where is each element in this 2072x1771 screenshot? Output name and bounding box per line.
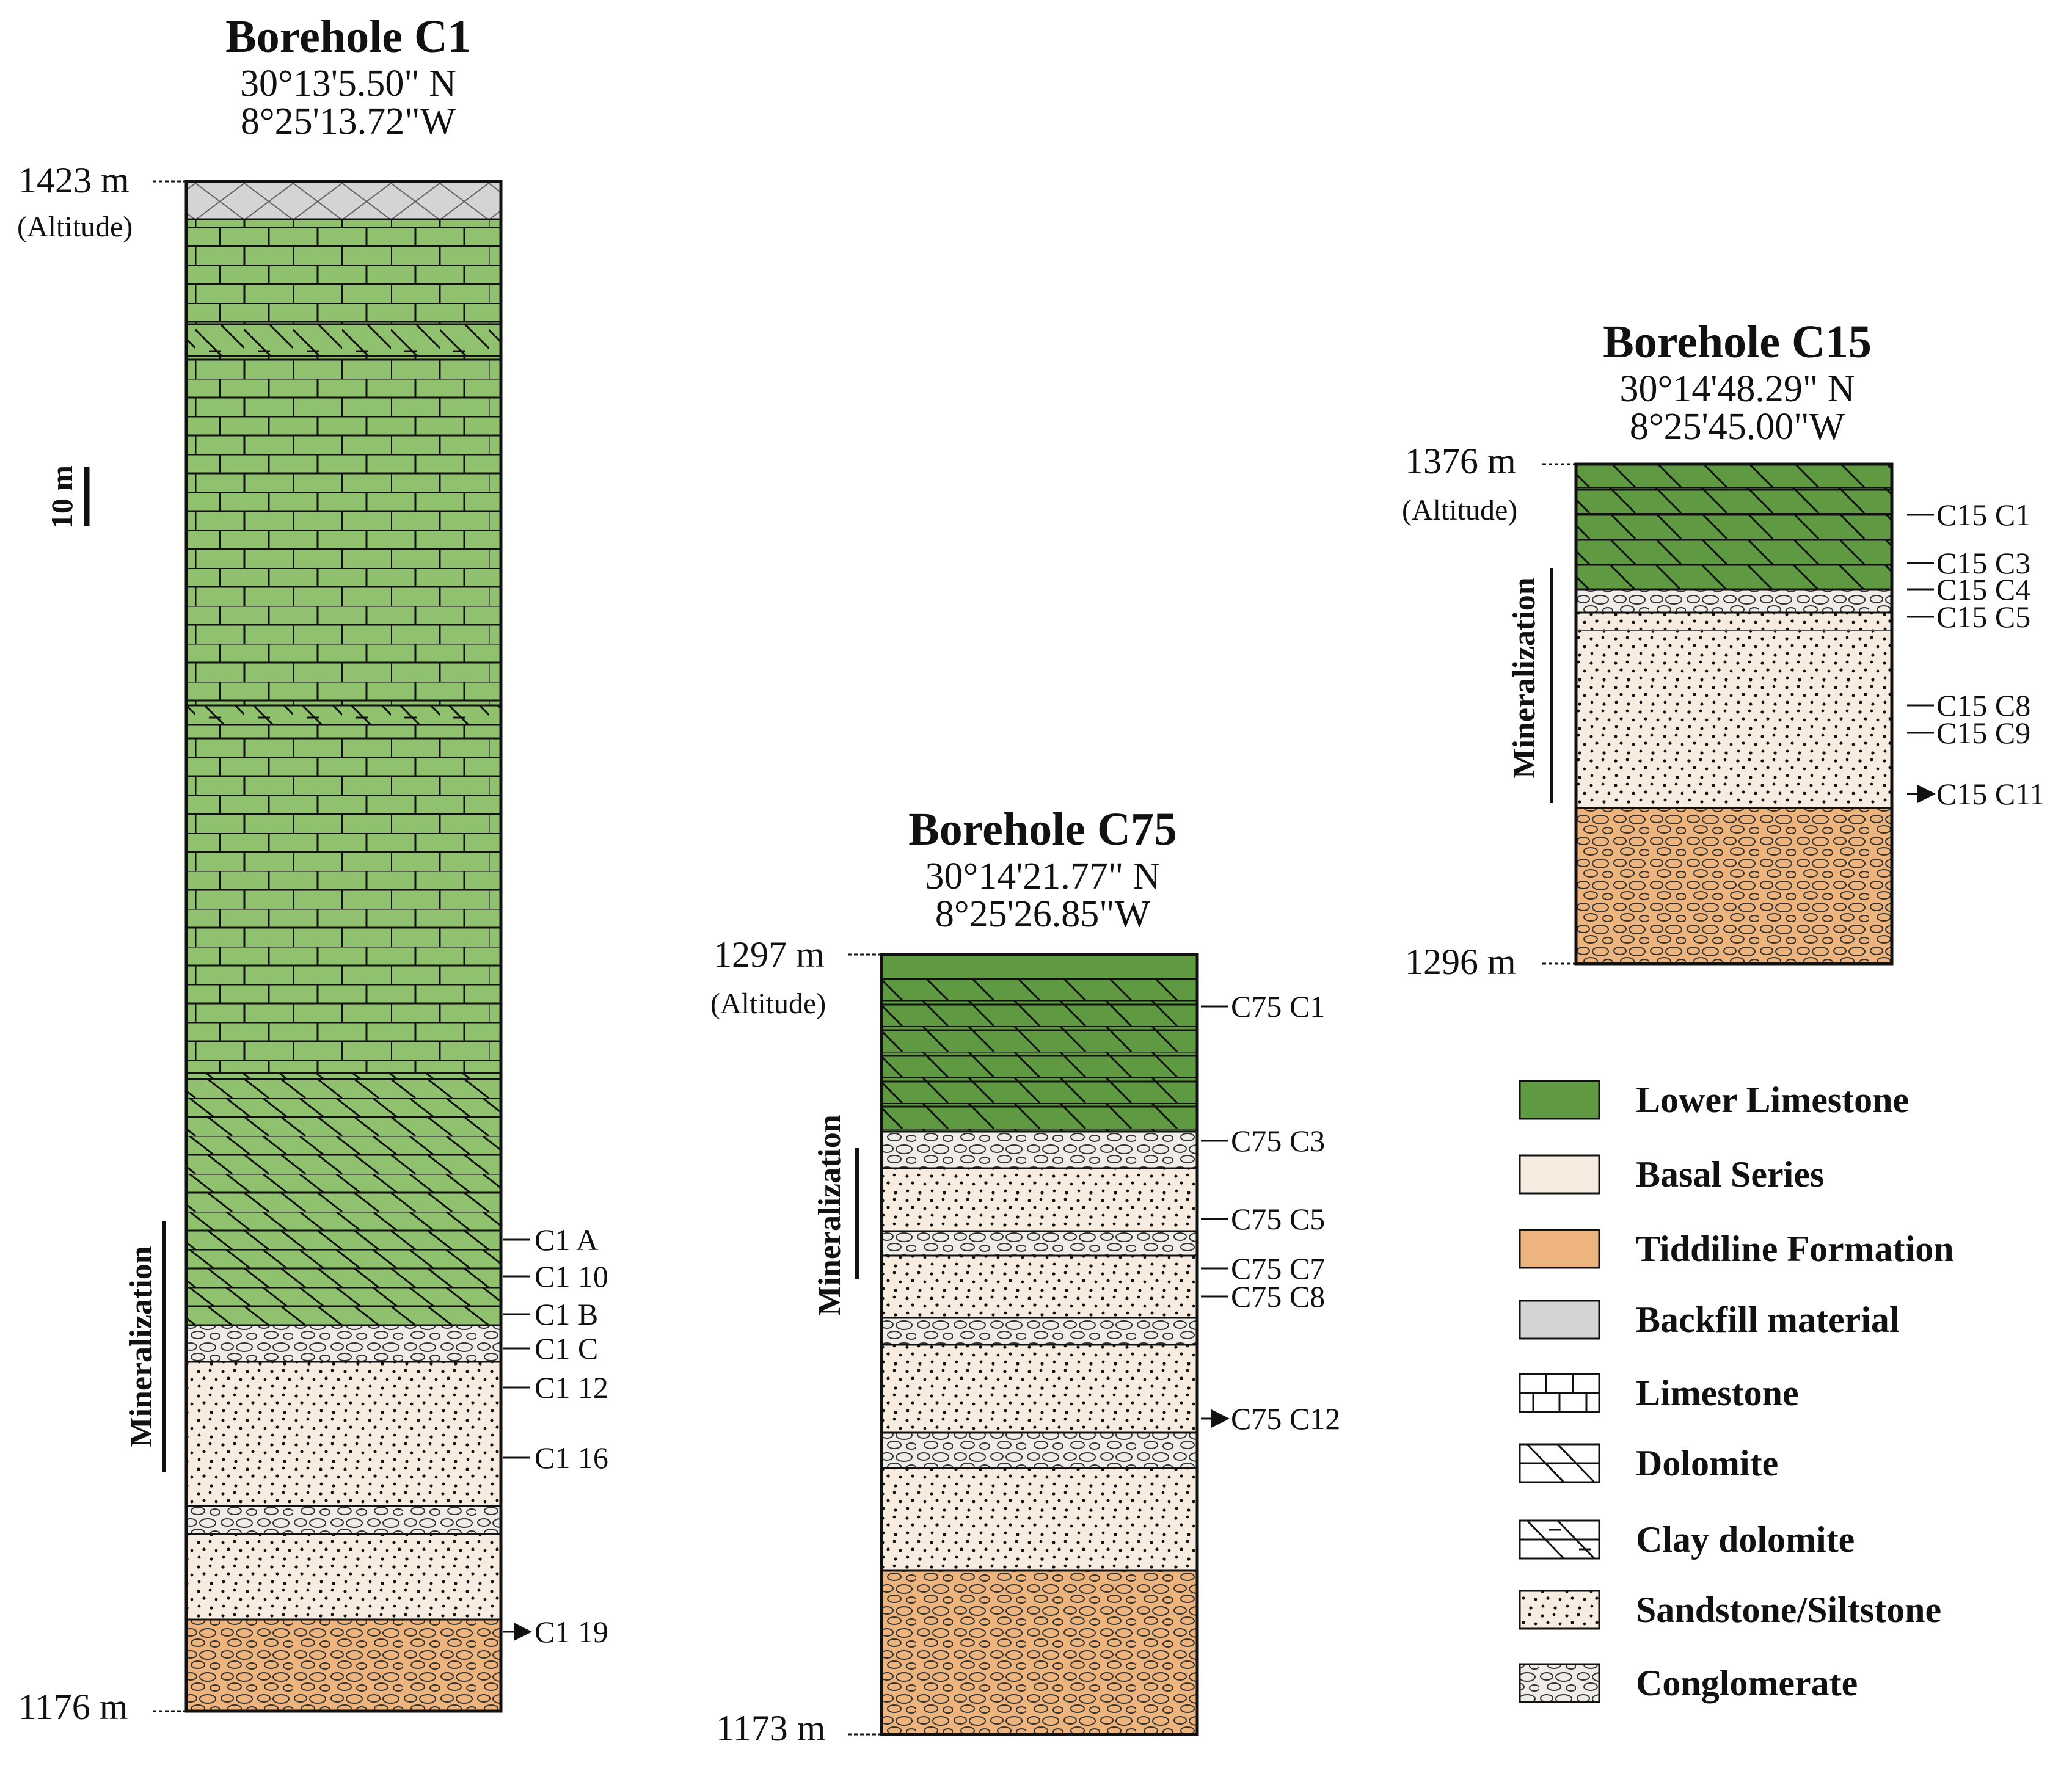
legend-swatch-lower-limestone bbox=[1519, 1080, 1600, 1120]
borehole-title: Borehole C75 bbox=[908, 804, 1177, 855]
legend-label: Clay dolomite bbox=[1636, 1519, 1855, 1560]
legend-swatch-backfill bbox=[1519, 1300, 1600, 1340]
sample-label: C1 10 bbox=[534, 1259, 608, 1293]
legend-label: Conglomerate bbox=[1636, 1663, 1858, 1703]
sample-label: C1 C bbox=[534, 1331, 599, 1366]
legend-swatch-dolomite bbox=[1519, 1443, 1600, 1483]
layer-limestone bbox=[186, 356, 501, 705]
legend bbox=[1519, 1080, 1600, 1703]
borehole-latitude: 30°14'48.29" N bbox=[1619, 368, 1855, 410]
mineralization-label: Mineralization bbox=[812, 1115, 847, 1315]
borehole-c75-column bbox=[848, 953, 1228, 1736]
legend-label: Dolomite bbox=[1636, 1443, 1779, 1483]
legend-swatch-basal-series bbox=[1519, 1154, 1600, 1195]
legend-label: Backfill material bbox=[1636, 1300, 1900, 1340]
legend-swatch-limestone bbox=[1519, 1373, 1600, 1413]
borehole-longitude: 8°25'45.00"W bbox=[1629, 406, 1845, 448]
legend-swatch-conglomerate bbox=[1519, 1663, 1600, 1703]
layer-limestone bbox=[186, 219, 501, 324]
sample-label: C15 C8 bbox=[1936, 688, 2031, 722]
legend-swatch-clay-dolomite bbox=[1519, 1519, 1600, 1560]
layer-tiddiline bbox=[186, 1620, 501, 1711]
sample-label: C1 12 bbox=[534, 1370, 608, 1405]
legend-swatch-sandstone bbox=[1519, 1590, 1600, 1630]
borehole-latitude: 30°14'21.77" N bbox=[925, 856, 1161, 897]
layer-sandstone bbox=[881, 1468, 1197, 1571]
legend-label: Tiddiline Formation bbox=[1636, 1229, 1954, 1269]
legend-swatch-tiddiline bbox=[1519, 1229, 1600, 1269]
layer-tiddiline bbox=[1576, 808, 1892, 964]
layer-conglomerate bbox=[881, 1318, 1197, 1345]
c75-bottom-depth: 1173 m bbox=[716, 1708, 826, 1748]
c75-altitude-caption: (Altitude) bbox=[710, 987, 826, 1020]
legend-label: Lower Limestone bbox=[1636, 1080, 1910, 1120]
layer-dolomite bbox=[186, 1073, 501, 1325]
borehole-c75-header: Borehole C75 30°14'21.77" N 8°25'26.85"W bbox=[798, 806, 1287, 933]
layer-conglomerate bbox=[881, 1231, 1197, 1256]
borehole-title: Borehole C1 bbox=[225, 11, 471, 62]
c15-bottom-depth: 1296 m bbox=[1405, 942, 1516, 982]
sample-label: C1 A bbox=[534, 1223, 599, 1257]
legend-label: Limestone bbox=[1636, 1373, 1799, 1413]
layer-lower-limestone bbox=[881, 955, 1197, 979]
c15-top-altitude: 1376 m bbox=[1405, 441, 1516, 481]
sample-label: C1 B bbox=[534, 1297, 599, 1331]
sample-label: C75 C8 bbox=[1231, 1279, 1326, 1314]
layer-conglomerate bbox=[881, 1132, 1197, 1168]
legend-label: Sandstone/Siltstone bbox=[1636, 1590, 1942, 1630]
layer-clay-dolomite bbox=[186, 705, 501, 725]
borehole-c15-column bbox=[1542, 462, 1934, 966]
layer-sandstone bbox=[881, 1345, 1197, 1433]
layer-conglomerate bbox=[186, 1325, 501, 1362]
layer-backfill bbox=[186, 181, 501, 219]
mineralization-label: Mineralization bbox=[1507, 577, 1542, 778]
sample-label: C75 C5 bbox=[1231, 1202, 1326, 1236]
scale-bar-label: 10 m bbox=[45, 465, 79, 529]
layer-limestone bbox=[186, 725, 501, 1073]
mineralization-label: Mineralization bbox=[124, 1246, 159, 1447]
layer-conglomerate bbox=[186, 1506, 501, 1534]
sample-label: C1 16 bbox=[534, 1441, 608, 1475]
layer-conglomerate bbox=[1576, 589, 1892, 613]
c1-altitude-caption: (Altitude) bbox=[17, 211, 133, 243]
borehole-title: Borehole C15 bbox=[1603, 316, 1872, 368]
sample-label: C15 C5 bbox=[1936, 600, 2031, 634]
layer-tiddiline bbox=[881, 1571, 1197, 1734]
layer-sandstone bbox=[881, 1168, 1197, 1231]
sample-label: C75 C3 bbox=[1231, 1124, 1326, 1158]
sample-label: C15 C11 bbox=[1936, 777, 2045, 811]
layer-sandstone bbox=[1576, 613, 1892, 808]
layer-sandstone bbox=[881, 1256, 1197, 1318]
sample-label: C15 C1 bbox=[1936, 498, 2031, 532]
layer-sandstone bbox=[186, 1534, 501, 1620]
layer-dolomite bbox=[1576, 464, 1892, 589]
borehole-c1-column bbox=[153, 180, 530, 1713]
borehole-c1-header: Borehole C1 30°13'5.50" N 8°25'13.72"W bbox=[104, 13, 593, 140]
c15-altitude-caption: (Altitude) bbox=[1402, 494, 1518, 526]
borehole-c15-header: Borehole C15 30°14'48.29" N 8°25'45.00"W bbox=[1493, 319, 1982, 446]
borehole-latitude: 30°13'5.50" N bbox=[239, 63, 457, 104]
layer-conglomerate bbox=[881, 1433, 1197, 1468]
c75-top-altitude: 1297 m bbox=[713, 934, 825, 975]
c1-top-altitude: 1423 m bbox=[18, 160, 130, 200]
sample-label: C75 C12 bbox=[1231, 1402, 1341, 1436]
borehole-longitude: 8°25'26.85"W bbox=[935, 893, 1151, 935]
sample-label: C15 C4 bbox=[1936, 572, 2031, 606]
layer-sandstone bbox=[186, 1362, 501, 1506]
sample-label: C15 C9 bbox=[1936, 716, 2031, 750]
c1-bottom-depth: 1176 m bbox=[18, 1687, 128, 1727]
legend-label: Basal Series bbox=[1636, 1154, 1825, 1195]
layer-clay-dolomite bbox=[186, 324, 501, 356]
borehole-longitude: 8°25'13.72"W bbox=[240, 101, 456, 142]
sample-label: C75 C7 bbox=[1231, 1251, 1326, 1286]
sample-label: C15 C3 bbox=[1936, 546, 2031, 580]
sample-label: C75 C1 bbox=[1231, 989, 1326, 1024]
